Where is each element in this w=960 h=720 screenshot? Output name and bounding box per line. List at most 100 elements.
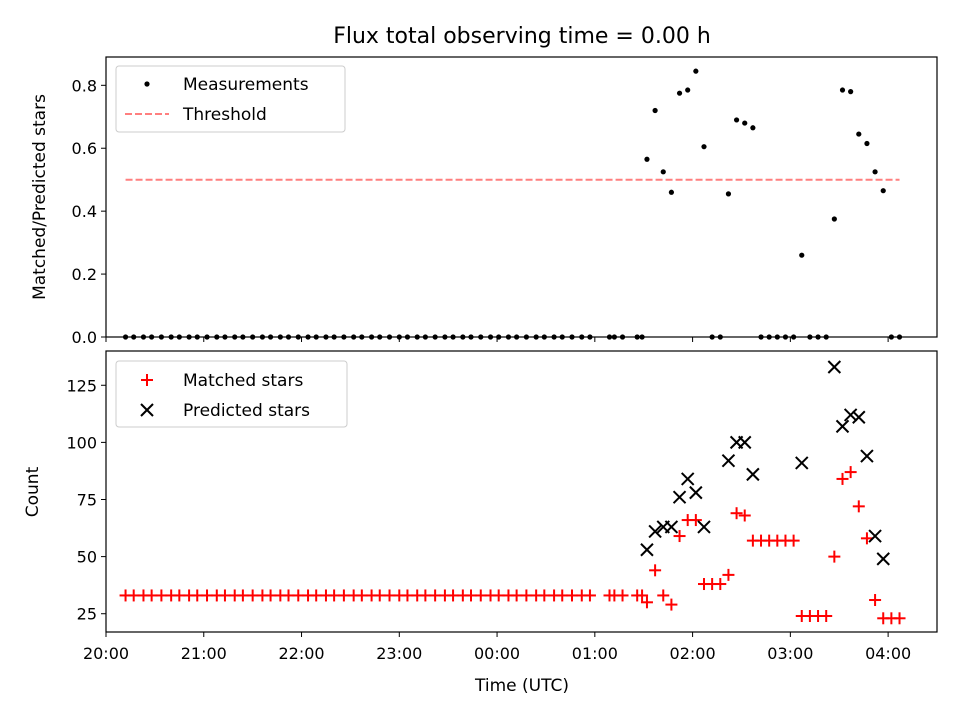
predicted-stars-point	[738, 435, 752, 450]
matched-stars-point	[828, 550, 841, 563]
measurements-point	[668, 189, 675, 195]
x-tick-label: 23:00	[376, 644, 422, 663]
top-legend-frame	[115, 65, 346, 133]
predicted-stars-point	[876, 552, 890, 566]
predicted-stars-point	[648, 524, 662, 539]
predicted-stars-point	[795, 456, 809, 470]
matched-stars-point	[665, 598, 678, 611]
bottom-x-ticks: 20:00 21:00 22:00 23:00 00:00 01:00 02:00 03:00…	[83, 632, 911, 663]
measurements-point	[848, 89, 854, 95]
legend-matched-label: Matched stars	[183, 371, 303, 391]
bottom-legend: Matched stars Predicted stars	[115, 360, 348, 428]
matched-stars-point	[649, 564, 662, 577]
bottom-plot-area	[119, 360, 906, 625]
y-tick-label: 75	[77, 490, 97, 509]
predicted-stars-point	[860, 449, 874, 463]
predicted-stars-point	[835, 419, 850, 434]
predicted-stars-point	[843, 408, 858, 422]
x-tick-label: 00:00	[474, 644, 520, 663]
matched-stars-point	[787, 534, 800, 547]
measurements-point	[652, 107, 658, 114]
measurements-point	[676, 90, 683, 96]
bottom-legend-frame	[115, 360, 348, 428]
legend-predicted-label: Predicted stars	[183, 401, 310, 421]
y-tick-label: 25	[77, 605, 97, 624]
matched-stars-point	[869, 594, 882, 607]
predicted-stars-point	[672, 490, 687, 504]
x-tick-label: 20:00	[83, 644, 129, 663]
predicted-stars-point	[868, 529, 882, 543]
measurements-point	[856, 131, 862, 137]
measurements-point	[693, 68, 699, 74]
matched-stars-point	[738, 509, 751, 522]
x-axis-label: Time (UTC)	[474, 676, 569, 696]
legend-threshold-label: Threshold	[182, 105, 267, 125]
predicted-stars-point	[640, 543, 654, 557]
y-tick-label: 0.2	[72, 265, 97, 284]
predicted-stars-point	[664, 520, 679, 534]
top-axes-frame	[105, 56, 938, 338]
measurements-point	[742, 120, 748, 126]
matched-stars-point	[820, 610, 833, 623]
measurements-point	[644, 156, 650, 162]
matched-stars-point	[844, 466, 857, 479]
measurements-point	[799, 252, 805, 258]
predicted-stars-point	[852, 410, 866, 424]
x-tick-label: 21:00	[181, 644, 227, 663]
top-x-ticks	[105, 337, 889, 342]
measurements-point	[685, 87, 691, 93]
matched-stars-point	[640, 596, 653, 609]
x-tick-label: 04:00	[865, 644, 911, 663]
matched-stars-point	[860, 532, 873, 545]
legend-predicted-marker	[140, 403, 154, 417]
bottom-axes-frame	[105, 350, 938, 633]
y-tick-label: 0.4	[72, 202, 97, 221]
legend-measurements-label: Measurements	[183, 75, 309, 95]
y-tick-label: 0.8	[72, 76, 97, 95]
legend-matched-marker	[141, 374, 153, 386]
top-y-ticks: 0.0 0.2 0.4 0.6 0.8	[72, 76, 106, 347]
predicted-stars-point	[689, 485, 703, 500]
measurements-point	[701, 144, 707, 150]
matched-stars-point	[583, 589, 596, 602]
measurements-point	[872, 169, 878, 175]
measurements-point	[880, 188, 886, 194]
matched-stars-point	[673, 530, 686, 543]
bottom-y-ticks: 25 50 75 100 125	[66, 376, 106, 624]
measurements-point	[839, 87, 846, 93]
predicted-stars-point	[680, 472, 695, 486]
measurements-point	[660, 169, 666, 175]
matched-stars-point	[730, 507, 743, 520]
measurements-point	[733, 117, 740, 123]
matched-stars-point	[714, 578, 727, 591]
chart-title: Flux total observing time = 0.00 h	[333, 24, 711, 49]
matched-stars-point	[657, 589, 670, 602]
measurements-point	[750, 125, 756, 131]
y-tick-label: 100	[66, 433, 97, 452]
predicted-stars-point	[746, 467, 760, 482]
top-y-axis-label: Matched/Predicted stars	[30, 94, 50, 300]
matched-stars-point	[852, 500, 865, 513]
y-tick-label: 0.6	[72, 139, 97, 158]
y-tick-label: 125	[66, 376, 97, 395]
x-tick-label: 01:00	[572, 644, 618, 663]
matched-stars-point	[893, 612, 906, 625]
legend-measurements-marker	[144, 81, 150, 87]
x-tick-label: 02:00	[670, 644, 716, 663]
predicted-stars-point	[697, 520, 711, 534]
matched-stars-point	[722, 568, 735, 581]
y-tick-label: 0.0	[72, 328, 97, 347]
measurements-point	[725, 191, 732, 197]
matched-stars-point	[689, 514, 702, 527]
matched-stars-point	[836, 472, 849, 485]
bottom-y-axis-label: Count	[23, 466, 43, 517]
measurements-point	[831, 216, 837, 222]
predicted-stars-point	[721, 453, 736, 468]
top-panel: 0.00.20.40.60.8 Matched/Predicted stars …	[30, 56, 938, 347]
matched-stars-point	[616, 589, 629, 602]
x-tick-label: 22:00	[278, 644, 324, 663]
x-tick-label: 03:00	[767, 644, 813, 663]
measurements-point	[864, 140, 870, 147]
matched-stars-point	[636, 589, 649, 602]
bottom-panel: 25 50 75 100 125 20:00 21:00 22:00 23:00 00:00 01…	[23, 350, 938, 696]
